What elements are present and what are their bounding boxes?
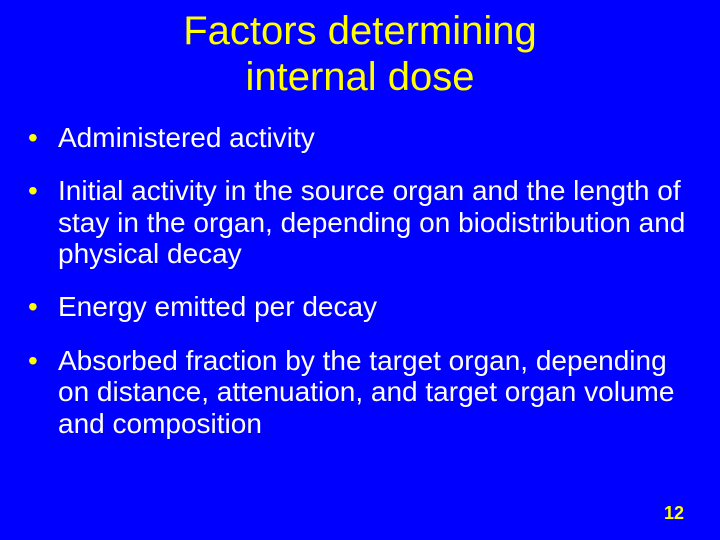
slide-title: Factors determining internal dose (0, 0, 720, 100)
list-item: Administered activity (28, 122, 700, 153)
list-item: Absorbed fraction by the target organ, d… (28, 345, 700, 439)
page-number: 12 (664, 503, 684, 524)
bullet-text: Absorbed fraction by the target organ, d… (58, 345, 674, 439)
title-line-1: Factors determining (183, 9, 536, 53)
bullet-list: Administered activity Initial activity i… (0, 122, 720, 439)
title-line-2: internal dose (245, 55, 474, 99)
list-item: Energy emitted per decay (28, 291, 700, 322)
bullet-text: Initial activity in the source organ and… (58, 175, 685, 269)
list-item: Initial activity in the source organ and… (28, 175, 700, 269)
bullet-text: Energy emitted per decay (58, 291, 377, 322)
bullet-text: Administered activity (58, 122, 315, 153)
